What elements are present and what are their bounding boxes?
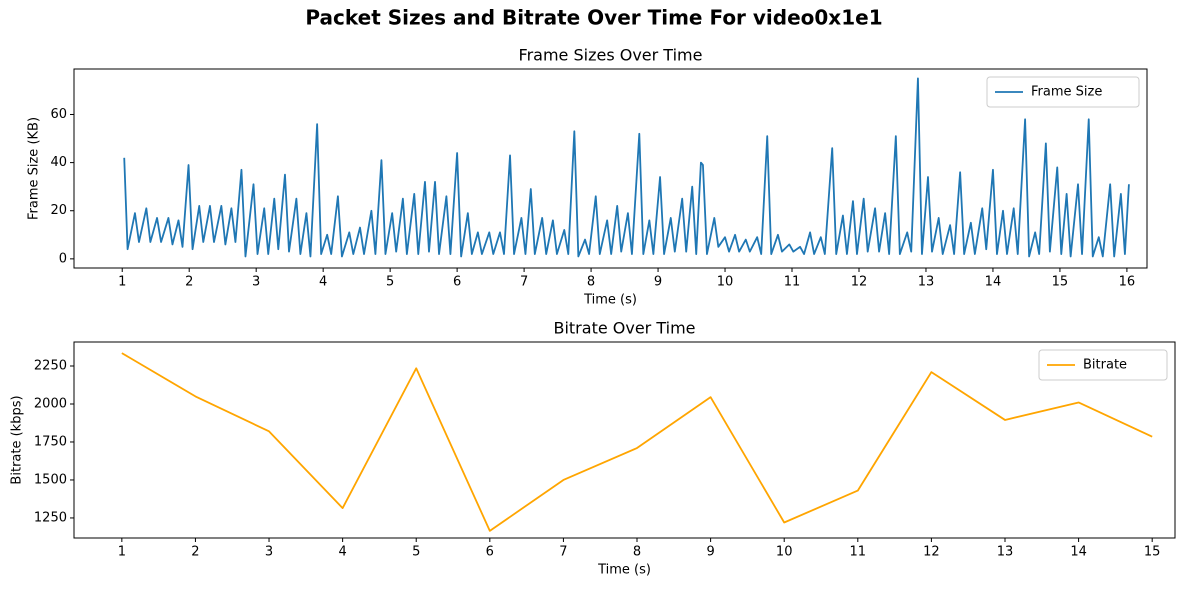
x-tick-label: 2 <box>191 545 199 560</box>
x-axis-label: Time (s) <box>583 293 637 308</box>
y-tick-label: 60 <box>50 107 67 122</box>
axes-frame <box>73 68 1148 269</box>
x-tick-label: 13 <box>918 275 935 290</box>
x-tick-label: 9 <box>654 275 662 290</box>
y-axis-label: Frame Size (KB) <box>27 117 42 220</box>
y-tick-label: 2000 <box>34 396 67 411</box>
legend-label: Frame Size <box>1031 85 1102 100</box>
x-tick-label: 4 <box>319 275 327 290</box>
x-tick-label: 14 <box>1070 545 1087 560</box>
axes-title: Bitrate Over Time <box>553 319 695 338</box>
x-tick-label: 3 <box>252 275 260 290</box>
x-tick-label: 11 <box>850 545 867 560</box>
x-tick-label: 16 <box>1119 275 1136 290</box>
axes-title: Frame Sizes Over Time <box>519 46 703 65</box>
legend-box <box>986 76 1140 108</box>
y-axis-label: Bitrate (kbps) <box>10 395 25 484</box>
x-tick-label: 14 <box>985 275 1002 290</box>
x-tick-label: 1 <box>118 275 126 290</box>
y-tick-label: 1250 <box>34 510 67 525</box>
x-tick-label: 2 <box>185 275 193 290</box>
y-tick-label: 40 <box>50 155 67 170</box>
figure-title: Packet Sizes and Bitrate Over Time For v… <box>305 6 882 30</box>
x-tick-label: 7 <box>520 275 528 290</box>
x-tick-label: 15 <box>1144 545 1161 560</box>
y-tick-label: 1750 <box>34 434 67 449</box>
x-tick-label: 8 <box>633 545 641 560</box>
legend-box <box>1038 349 1168 381</box>
y-tick-label: 20 <box>50 203 67 218</box>
x-tick-label: 6 <box>486 545 494 560</box>
data-line <box>123 77 1130 258</box>
y-tick-label: 2250 <box>34 359 67 374</box>
x-tick-label: 11 <box>784 275 801 290</box>
x-tick-label: 9 <box>706 545 714 560</box>
x-tick-label: 8 <box>587 275 595 290</box>
x-tick-label: 5 <box>386 275 394 290</box>
x-tick-label: 10 <box>717 275 734 290</box>
x-tick-label: 3 <box>265 545 273 560</box>
x-tick-label: 10 <box>776 545 793 560</box>
x-tick-label: 12 <box>851 275 868 290</box>
x-tick-label: 15 <box>1052 275 1069 290</box>
y-tick-label: 0 <box>59 251 67 266</box>
x-axis-label: Time (s) <box>597 563 651 578</box>
x-tick-label: 6 <box>453 275 461 290</box>
data-line <box>121 352 1153 532</box>
x-tick-label: 13 <box>997 545 1014 560</box>
x-tick-label: 7 <box>559 545 567 560</box>
x-tick-label: 5 <box>412 545 420 560</box>
x-tick-label: 1 <box>118 545 126 560</box>
x-tick-label: 12 <box>923 545 940 560</box>
x-tick-label: 4 <box>338 545 346 560</box>
axes-frame <box>73 341 1176 539</box>
y-tick-label: 1500 <box>34 472 67 487</box>
legend-label: Bitrate <box>1083 358 1127 373</box>
